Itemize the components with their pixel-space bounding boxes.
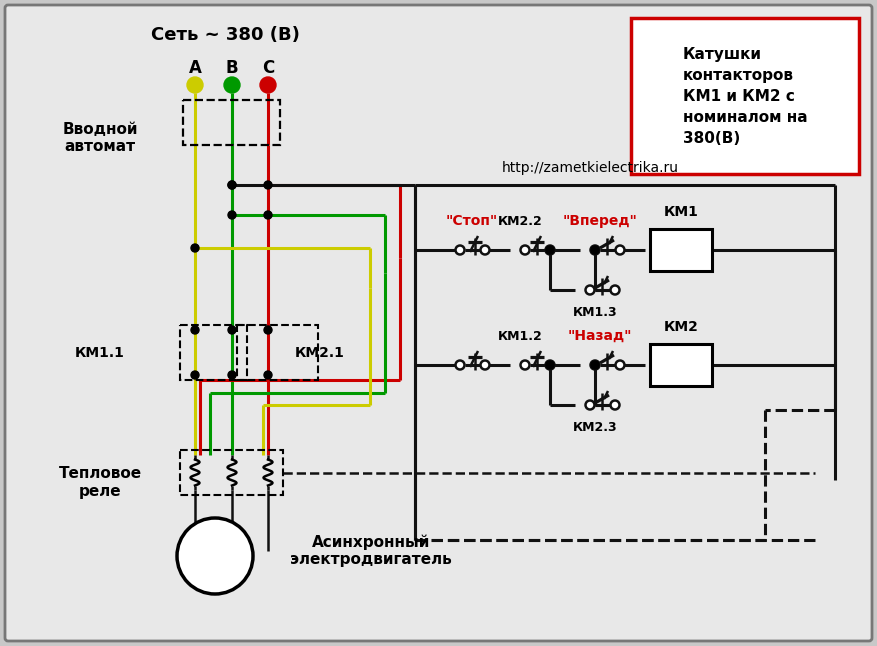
Text: Вводной
автомат: Вводной автомат [62, 122, 138, 154]
Text: А: А [189, 59, 202, 77]
Circle shape [610, 286, 619, 295]
Circle shape [191, 371, 199, 379]
Circle shape [545, 360, 554, 370]
Circle shape [224, 77, 240, 93]
Text: КМ2.3: КМ2.3 [573, 421, 617, 434]
Circle shape [228, 181, 236, 189]
Circle shape [521, 360, 530, 370]
Circle shape [228, 181, 236, 189]
Circle shape [481, 360, 489, 370]
FancyBboxPatch shape [5, 5, 872, 641]
Circle shape [591, 361, 599, 369]
Circle shape [616, 360, 624, 370]
Circle shape [590, 245, 600, 255]
Text: КМ1.2: КМ1.2 [497, 330, 542, 343]
Circle shape [264, 326, 272, 334]
Text: Катушки
контакторов
КМ1 и КМ2 с
номиналом на
380(В): Катушки контакторов КМ1 и КМ2 с номинало… [682, 47, 808, 145]
Text: "Вперед": "Вперед" [562, 214, 638, 228]
Circle shape [191, 326, 199, 334]
Text: В: В [225, 59, 239, 77]
Circle shape [264, 181, 272, 189]
Circle shape [481, 245, 489, 255]
Circle shape [177, 518, 253, 594]
Circle shape [187, 77, 203, 93]
Circle shape [191, 244, 199, 252]
Text: Тепловое
реле: Тепловое реле [59, 466, 141, 499]
Text: Асинхронный
электродвигатель: Асинхронный электродвигатель [290, 534, 452, 567]
Circle shape [521, 245, 530, 255]
Circle shape [455, 360, 465, 370]
Circle shape [264, 211, 272, 219]
Circle shape [610, 401, 619, 410]
Text: Сеть ~ 380 (В): Сеть ~ 380 (В) [151, 26, 299, 44]
FancyBboxPatch shape [631, 18, 859, 174]
Text: КМ2.2: КМ2.2 [497, 215, 542, 228]
Circle shape [590, 360, 600, 370]
Text: КМ1.1: КМ1.1 [75, 346, 125, 360]
FancyBboxPatch shape [650, 344, 712, 386]
Circle shape [264, 371, 272, 379]
Text: "Назад": "Назад" [567, 329, 632, 343]
Circle shape [228, 371, 236, 379]
Circle shape [591, 246, 599, 254]
Circle shape [455, 245, 465, 255]
Circle shape [586, 401, 595, 410]
Text: КМ1.3: КМ1.3 [573, 306, 617, 319]
Text: "Стоп": "Стоп" [446, 214, 498, 228]
Circle shape [260, 77, 276, 93]
Text: С: С [262, 59, 275, 77]
Circle shape [228, 326, 236, 334]
FancyBboxPatch shape [650, 229, 712, 271]
Text: http://zametkielectrika.ru: http://zametkielectrika.ru [502, 161, 679, 175]
Text: КМ1: КМ1 [664, 205, 698, 219]
Circle shape [586, 286, 595, 295]
Text: КМ2.1: КМ2.1 [295, 346, 345, 360]
Circle shape [616, 245, 624, 255]
Text: КМ2: КМ2 [664, 320, 698, 334]
Circle shape [546, 361, 554, 369]
Circle shape [228, 211, 236, 219]
Circle shape [545, 245, 554, 255]
Circle shape [546, 246, 554, 254]
